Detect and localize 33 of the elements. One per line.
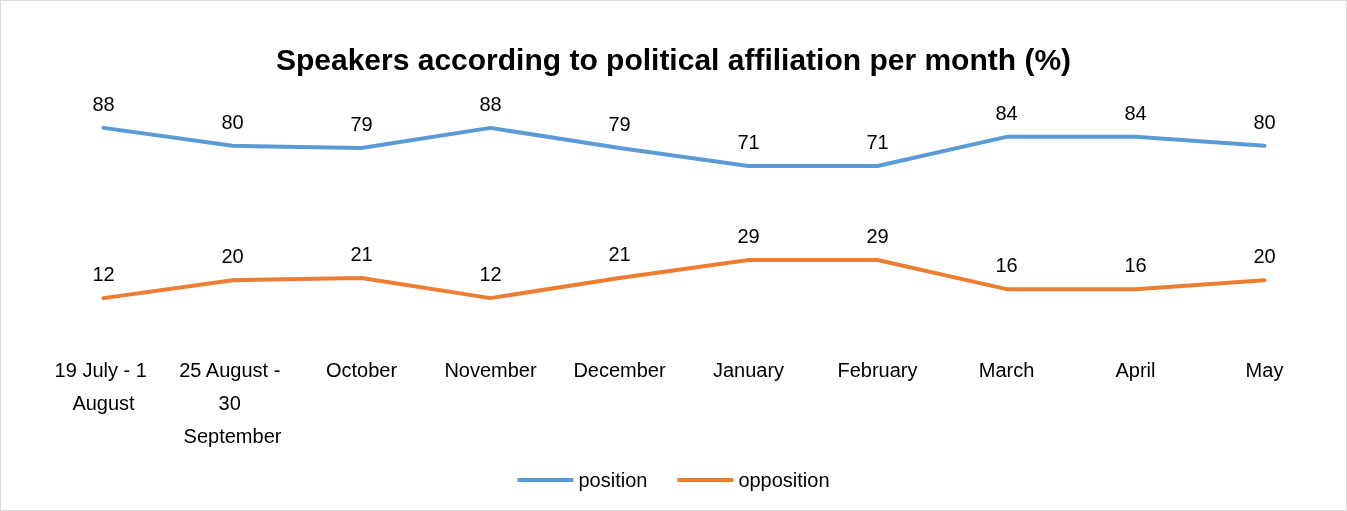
x-tick-label: April: [1115, 358, 1156, 381]
chart-title: Speakers according to political affiliation per month (%): [275, 42, 1072, 76]
x-tick-label: March: [978, 358, 1035, 381]
data-label: 80: [221, 110, 244, 133]
data-label: 71: [737, 130, 760, 153]
data-label: 79: [608, 113, 631, 136]
data-label: 88: [92, 92, 115, 115]
data-label: 80: [1253, 110, 1276, 133]
data-label: 12: [92, 263, 115, 286]
data-label: 20: [1253, 245, 1276, 268]
x-tick-label: May: [1245, 358, 1284, 381]
data-label: 21: [608, 242, 631, 265]
x-tick-label: October: [325, 358, 398, 381]
data-label: 84: [995, 101, 1018, 124]
data-label: 16: [995, 254, 1018, 277]
data-label: 29: [866, 225, 889, 248]
data-label: 79: [350, 113, 373, 136]
data-label: 88: [479, 92, 502, 115]
data-label: 20: [221, 245, 244, 268]
x-tick-label: January: [712, 358, 785, 381]
data-label: 71: [866, 130, 889, 153]
data-label: 12: [479, 263, 502, 286]
data-label: 84: [1124, 101, 1147, 124]
legend-label: opposition: [738, 469, 830, 491]
x-tick-label: 19 July - 1 August: [54, 358, 153, 414]
data-label: 21: [350, 242, 373, 265]
x-tick-label: February: [837, 358, 918, 381]
data-label: 16: [1124, 254, 1147, 277]
legend-label: position: [578, 469, 648, 491]
data-label: 29: [737, 225, 760, 248]
x-tick-label: November: [444, 358, 537, 381]
x-tick-label: 25 August - 30 September: [179, 358, 286, 447]
x-tick-label: December: [573, 358, 666, 381]
